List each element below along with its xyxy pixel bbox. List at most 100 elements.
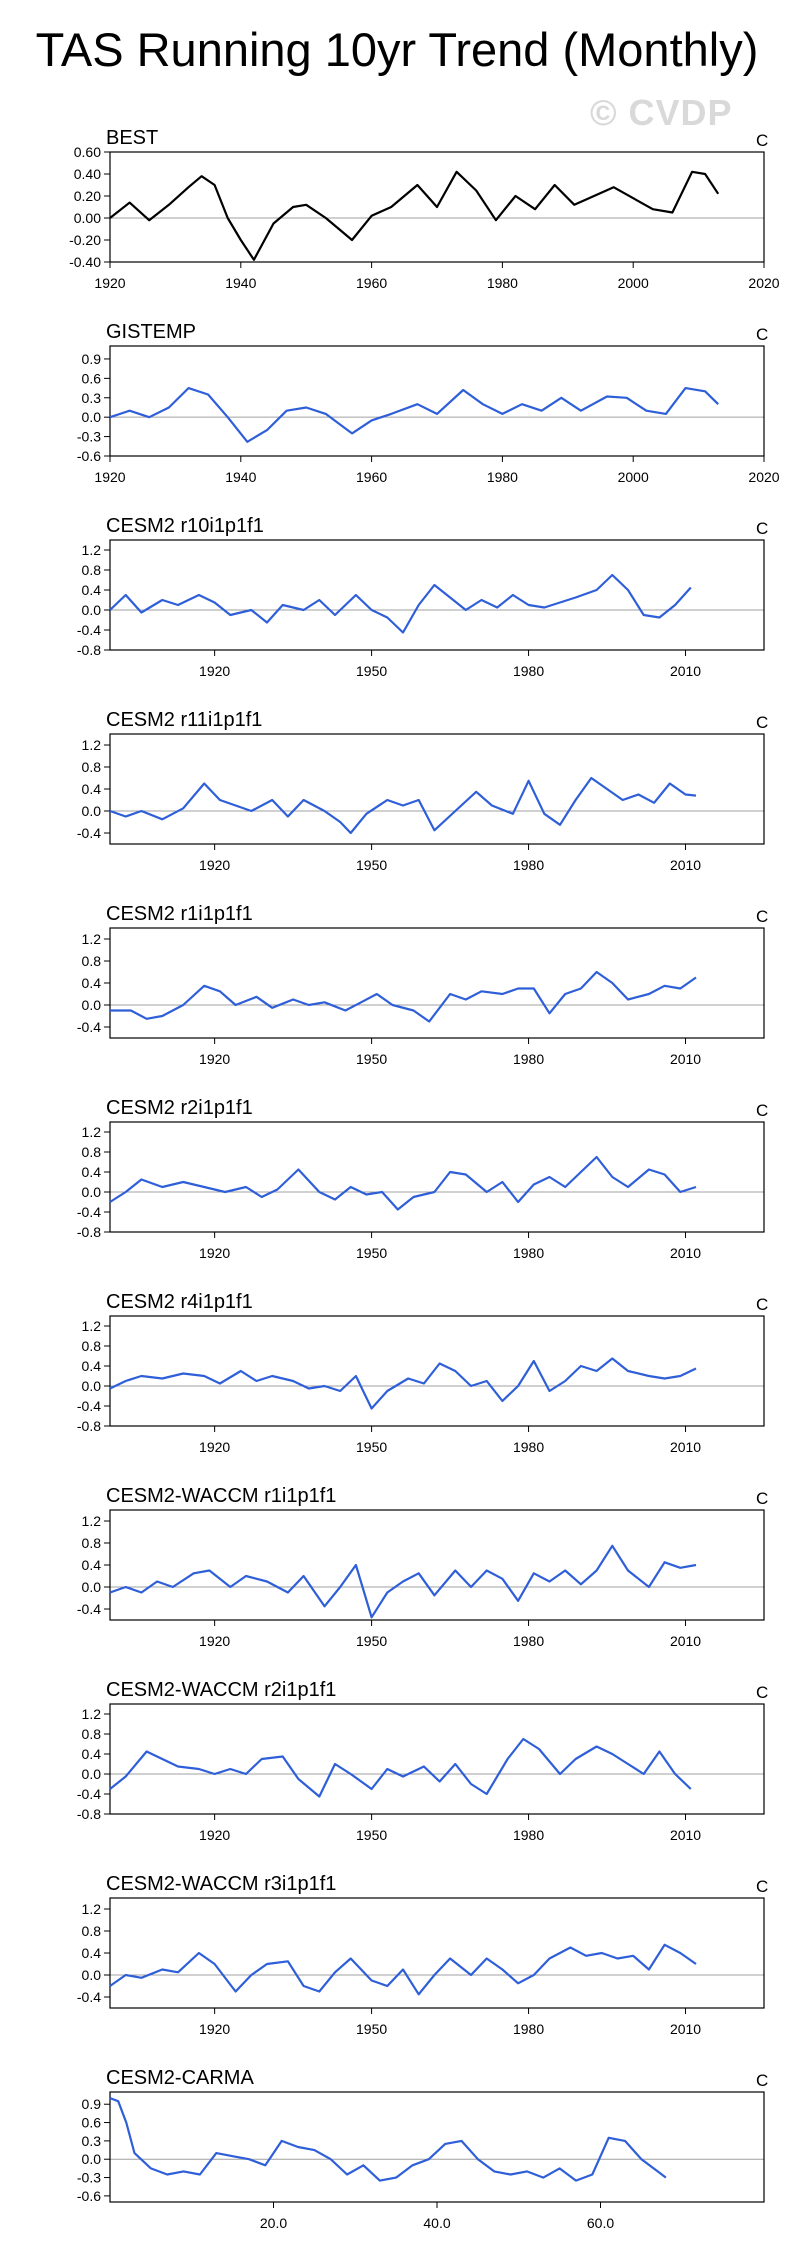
y-tick-label: 0.8 bbox=[82, 562, 102, 578]
panel-title: CESM2-WACCM r1i1p1f1 bbox=[106, 1485, 336, 1507]
x-tick-label: 1950 bbox=[356, 1439, 387, 1455]
panel-title: CESM2 r2i1p1f1 bbox=[106, 1097, 253, 1119]
x-tick-label: 1960 bbox=[356, 275, 387, 291]
y-tick-label: 0.3 bbox=[82, 2133, 102, 2149]
x-tick-label: 1980 bbox=[513, 1051, 544, 1067]
x-tick-label: 2000 bbox=[618, 469, 649, 485]
chart-panel: CESM2-CARMA C 0.9 0.6 0.3 0.0 -0.3 -0.6 20.0 40.0… bbox=[77, 2067, 768, 2231]
y-tick-label: -0.4 bbox=[77, 1204, 101, 1220]
panel-title: CESM2 r11i1p1f1 bbox=[106, 709, 262, 731]
y-tick-label: 0.8 bbox=[82, 1535, 102, 1551]
plot-frame bbox=[109, 1509, 765, 1621]
x-tick-label: 1960 bbox=[356, 469, 387, 485]
y-tick-label: 0.3 bbox=[82, 390, 102, 406]
y-tick-label: -0.4 bbox=[77, 1989, 101, 2005]
x-tick-label: 1920 bbox=[199, 2021, 230, 2037]
x-tick-label: 2010 bbox=[670, 1245, 701, 1261]
x-tick-label: 2000 bbox=[618, 275, 649, 291]
x-tick-label: 1980 bbox=[513, 1439, 544, 1455]
y-tick-label: 0.9 bbox=[82, 2096, 102, 2112]
units-label: C bbox=[756, 1877, 768, 1896]
x-tick-label: 2020 bbox=[748, 469, 779, 485]
series-line bbox=[109, 1737, 692, 1798]
units-label: C bbox=[756, 519, 768, 538]
panel-title: GISTEMP bbox=[106, 321, 196, 343]
y-tick-label: 0.4 bbox=[82, 975, 102, 991]
chart-panel: CESM2 r11i1p1f1 C 1.2 0.8 0.4 0.0 -0.4 1920 1950… bbox=[77, 709, 768, 873]
chart-panel: CESM2-WACCM r1i1p1f1 C 1.2 0.8 0.4 0.0 -0.4 192… bbox=[77, 1485, 768, 1649]
x-tick-label: 1920 bbox=[199, 1633, 230, 1649]
x-tick-label: 1920 bbox=[199, 663, 230, 679]
units-label: C bbox=[756, 2071, 768, 2090]
x-tick-label: 1980 bbox=[513, 1827, 544, 1843]
y-tick-label: -0.6 bbox=[77, 448, 101, 464]
plot-frame bbox=[109, 345, 765, 457]
units-label: C bbox=[756, 713, 768, 732]
y-tick-label: -0.8 bbox=[77, 1418, 101, 1434]
y-tick-label: 0.40 bbox=[74, 166, 101, 182]
units-label: C bbox=[756, 1489, 768, 1508]
panel-title: CESM2-CARMA bbox=[106, 2067, 254, 2089]
y-tick-label: -0.4 bbox=[77, 825, 101, 841]
x-tick-label: 2010 bbox=[670, 857, 701, 873]
x-tick-label: 1920 bbox=[199, 1245, 230, 1261]
x-tick-label: 2010 bbox=[670, 1633, 701, 1649]
y-tick-label: -0.4 bbox=[77, 1398, 101, 1414]
y-tick-label: 0.0 bbox=[82, 803, 102, 819]
y-tick-label: -0.6 bbox=[77, 2188, 101, 2204]
series-line bbox=[110, 970, 697, 1023]
plot-frame bbox=[109, 1703, 765, 1815]
units-label: C bbox=[756, 1101, 768, 1120]
plot-frame bbox=[109, 1121, 765, 1233]
x-tick-label: 40.0 bbox=[423, 2215, 450, 2231]
y-tick-label: 0.6 bbox=[82, 2115, 102, 2131]
units-label: C bbox=[756, 1683, 768, 1702]
y-tick-label: -0.4 bbox=[77, 1601, 101, 1617]
y-tick-label: -0.4 bbox=[77, 1019, 101, 1035]
x-tick-label: 1950 bbox=[356, 663, 387, 679]
y-tick-label: 0.0 bbox=[82, 1378, 102, 1394]
x-tick-label: 2010 bbox=[670, 663, 701, 679]
plot-frame bbox=[109, 539, 765, 651]
y-tick-label: 0.8 bbox=[82, 1726, 102, 1742]
y-tick-label: -0.8 bbox=[77, 642, 101, 658]
y-tick-label: 0.4 bbox=[82, 1945, 102, 1961]
y-tick-label: 1.2 bbox=[82, 1706, 102, 1722]
x-tick-label: 1920 bbox=[199, 1439, 230, 1455]
x-tick-label: 1980 bbox=[487, 275, 518, 291]
y-tick-label: 0.9 bbox=[82, 351, 102, 367]
x-tick-label: 1920 bbox=[94, 469, 125, 485]
y-tick-label: -0.40 bbox=[69, 254, 101, 270]
chart-panel: BEST C 0.60 0.40 0.20 0.00 -0.20 -0.40 1920 1940 1… bbox=[69, 127, 780, 291]
y-tick-label: 1.2 bbox=[82, 1901, 102, 1917]
y-tick-label: 0.8 bbox=[82, 1144, 102, 1160]
y-tick-label: 1.2 bbox=[82, 542, 102, 558]
x-tick-label: 1980 bbox=[513, 1245, 544, 1261]
plot-frame bbox=[109, 2091, 765, 2203]
y-tick-label: 0.20 bbox=[74, 188, 101, 204]
x-tick-label: 2010 bbox=[670, 1439, 701, 1455]
panel-title: CESM2-WACCM r2i1p1f1 bbox=[106, 1679, 336, 1701]
y-tick-label: 0.8 bbox=[82, 1923, 102, 1939]
chart-panel: CESM2-WACCM r2i1p1f1 C 1.2 0.8 0.4 0.0 -0.4 -0.… bbox=[77, 1679, 768, 1843]
series-line bbox=[109, 1544, 697, 1619]
panel-title: CESM2 r10i1p1f1 bbox=[106, 515, 264, 537]
x-tick-label: 1950 bbox=[356, 1245, 387, 1261]
x-tick-label: 1940 bbox=[225, 275, 256, 291]
x-tick-label: 1980 bbox=[513, 1633, 544, 1649]
x-tick-label: 2010 bbox=[670, 1827, 701, 1843]
chart-panel: CESM2 r2i1p1f1 C 1.2 0.8 0.4 0.0 -0.4 -0.8 1920 1… bbox=[77, 1097, 768, 1261]
y-tick-label: 0.6 bbox=[82, 370, 102, 386]
series-line bbox=[109, 2097, 667, 2182]
y-tick-label: 0.60 bbox=[74, 144, 101, 160]
panel-title: CESM2 r1i1p1f1 bbox=[106, 903, 253, 925]
x-tick-label: 1920 bbox=[199, 1827, 230, 1843]
panel-title: BEST bbox=[106, 127, 158, 149]
y-tick-label: 0.0 bbox=[82, 602, 102, 618]
y-tick-label: 0.0 bbox=[82, 1967, 102, 1983]
units-label: C bbox=[756, 907, 768, 926]
page-title: TAS Running 10yr Trend (Monthly) bbox=[35, 23, 759, 76]
y-tick-label: 1.2 bbox=[82, 1318, 102, 1334]
plot-frame bbox=[109, 927, 765, 1039]
